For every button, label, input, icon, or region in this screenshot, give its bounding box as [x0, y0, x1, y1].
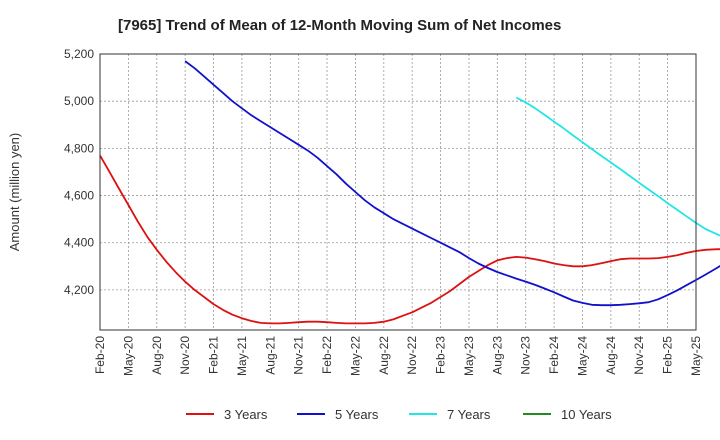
y-tick-label: 4,400 — [64, 236, 94, 250]
series-line-5-years — [184, 60, 720, 307]
x-tick-label: Feb-22 — [320, 336, 334, 374]
legend-label: 5 Years — [335, 407, 379, 422]
legend-item: 3 Years — [186, 407, 268, 422]
series-line-3-years — [99, 154, 720, 325]
x-tick-label: Aug-23 — [490, 336, 504, 375]
series-line-7-years — [515, 96, 720, 237]
legend-label: 3 Years — [224, 407, 268, 422]
legend-item: 5 Years — [297, 407, 379, 422]
x-tick-label: Nov-23 — [519, 336, 533, 375]
x-tick-label: Nov-24 — [632, 336, 646, 375]
x-tick-label: Nov-22 — [405, 336, 419, 375]
x-tick-label: Feb-23 — [434, 336, 448, 374]
x-tick-label: May-21 — [235, 336, 249, 376]
chart-title: [7965] Trend of Mean of 12-Month Moving … — [118, 17, 561, 34]
legend-label: 10 Years — [561, 407, 612, 422]
x-tick-label: Aug-24 — [604, 336, 618, 375]
x-tick-label: Feb-21 — [207, 336, 221, 374]
x-tick-label: Feb-25 — [661, 336, 675, 374]
x-tick-label: Nov-21 — [292, 336, 306, 375]
legend-item: 10 Years — [523, 407, 612, 422]
x-tick-label: May-22 — [348, 336, 362, 376]
legend-item: 7 Years — [409, 407, 491, 422]
series-lines — [99, 60, 720, 325]
y-tick-label: 5,000 — [64, 94, 94, 108]
y-tick-labels: 4,200 4,400 4,600 4,800 5,000 5,200 — [64, 47, 94, 297]
x-tick-label: May-25 — [689, 336, 703, 376]
x-tick-label: Aug-21 — [263, 336, 277, 375]
x-tick-label: May-20 — [121, 336, 135, 376]
legend: 3 Years 5 Years 7 Years 10 Years — [186, 407, 612, 422]
x-tick-label: May-24 — [575, 336, 589, 376]
y-tick-label: 4,800 — [64, 141, 94, 155]
y-tick-label: 4,600 — [64, 189, 94, 203]
x-tick-labels: Feb-20 May-20 Aug-20 Nov-20 Feb-21 May-21 Aug-… — [93, 336, 703, 376]
plot-grid — [100, 54, 696, 330]
legend-label: 7 Years — [447, 407, 491, 422]
x-tick-label: Feb-24 — [547, 336, 561, 374]
y-tick-label: 4,200 — [64, 283, 94, 297]
y-axis-label: Amount (million yen) — [7, 133, 22, 252]
x-tick-label: Nov-20 — [178, 336, 192, 375]
x-tick-label: May-23 — [462, 336, 476, 376]
y-tick-label: 5,200 — [64, 47, 94, 61]
x-tick-label: Feb-20 — [93, 336, 107, 374]
plot-area — [99, 53, 697, 331]
x-tick-label: Aug-20 — [150, 336, 164, 375]
x-tick-label: Aug-22 — [377, 336, 391, 375]
